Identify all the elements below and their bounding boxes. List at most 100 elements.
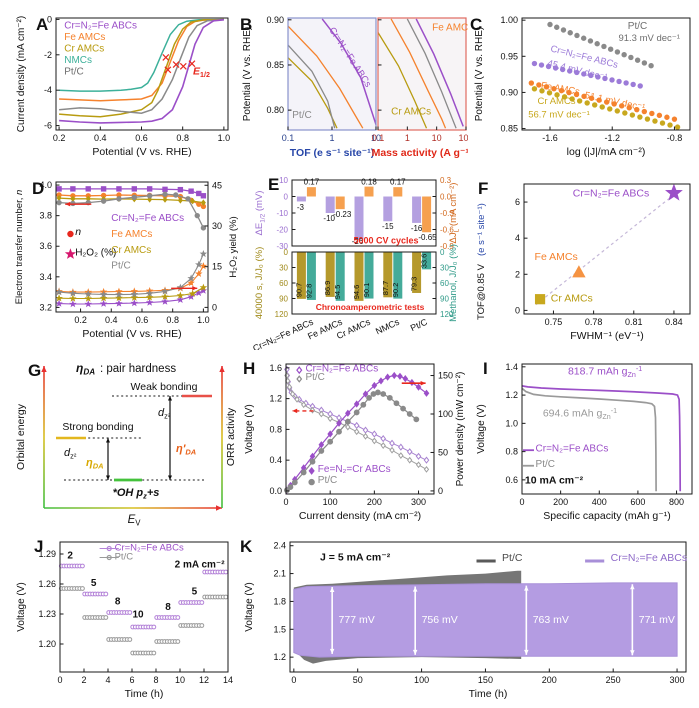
panel-letter-g: G xyxy=(28,361,41,380)
chart-text: 0 xyxy=(438,486,443,496)
chart-text: 3.4 xyxy=(39,272,52,282)
chart-text: 0.8 xyxy=(505,447,518,457)
chart-text: 120 xyxy=(440,310,454,319)
chart-text: 200 xyxy=(367,497,382,507)
panel-i-discharge-specific-capacity: 0 200 400 600 800 Specific capacity (mAh g⁻¹)… xyxy=(476,359,693,522)
chart-text: 0.90 xyxy=(266,15,284,25)
chart-text: Pt/C xyxy=(628,21,647,32)
chart-text: 818.7 mAh gZn-1 xyxy=(568,365,642,379)
chart-text: 0.3 xyxy=(440,176,452,185)
chart-text: 600 xyxy=(630,497,645,507)
chart-text: Potential (V vs. RHE) xyxy=(474,27,485,121)
chart-text: 2 xyxy=(81,675,86,685)
chart-text: n xyxy=(75,226,81,238)
chart-text: *OH pz+s xyxy=(113,487,160,501)
chart-text: 45 xyxy=(212,180,222,190)
panel-letter-j: J xyxy=(34,537,43,556)
chart-text: 0.2 xyxy=(53,133,66,143)
chart-text: 300 xyxy=(411,497,426,507)
chart-text: Time (h) xyxy=(469,688,508,700)
chart-text: Fe=N₂=Cr ABCs xyxy=(318,464,391,475)
chart-text: Power density (mW cm⁻²) xyxy=(455,372,466,487)
chart-text: Chronoamperometric tests xyxy=(316,302,425,312)
chart-text: Mass activity (A g⁻¹) xyxy=(372,147,468,159)
chart-text: ηDA xyxy=(76,361,95,377)
chart-text: 120 xyxy=(275,310,289,319)
chart-text: 0.0 xyxy=(269,486,282,496)
chart-text: 0.85 xyxy=(266,60,284,70)
chart-text: 3.2 xyxy=(39,302,52,312)
chart-text: 0.6 xyxy=(136,315,149,325)
chart-text: 10 xyxy=(175,675,185,685)
chart-text: 60 xyxy=(440,279,449,288)
chart-text: 8 xyxy=(153,675,158,685)
chart-text: 6 xyxy=(129,675,134,685)
chart-text: Current density (mA cm⁻²) xyxy=(299,510,421,522)
chart-text: log (|J|/mA cm⁻²) xyxy=(567,146,646,158)
chart-text: -30 xyxy=(276,242,288,251)
chart-text: 6 xyxy=(515,197,520,207)
chart-text: 0.6 xyxy=(135,133,148,143)
panel-letter-h: H xyxy=(243,359,255,378)
chart-text: 0.84 xyxy=(665,317,683,327)
chart-text: 300 xyxy=(670,675,685,685)
chart-text: -15 xyxy=(382,222,394,231)
chart-text: Pt/C xyxy=(64,66,83,77)
chart-text: -0.6 xyxy=(440,226,454,235)
chart-text: 12 xyxy=(199,675,209,685)
chart-text: 50 xyxy=(438,447,448,457)
chart-text: 0 xyxy=(515,305,520,315)
chart-text: 0.2 xyxy=(74,315,87,325)
chart-text: 0.18 xyxy=(361,178,377,187)
chart-text: 4 xyxy=(105,675,110,685)
chart-text: 0.85 xyxy=(500,124,518,134)
chart-text: 2 xyxy=(515,269,520,279)
panel-j-rate-performance-steps: 0 2 4 6 8 10 12 14 Time (h) 1.20 1.23 1.26 1.29 Cr=N₂… xyxy=(16,537,233,700)
panel-letter-a: A xyxy=(36,15,48,34)
panel-letter-d: D xyxy=(32,179,44,198)
chart-text: 90.7 xyxy=(294,283,303,298)
chart-text: Fe AMCs xyxy=(111,229,152,240)
chart-text: E1/2 xyxy=(193,65,210,79)
chart-text: 92.8 xyxy=(304,284,313,299)
chart-text: Weak bonding xyxy=(131,381,198,393)
chart-text: 0 xyxy=(291,675,296,685)
chart-text: 100 xyxy=(323,497,338,507)
chart-text: η′DA xyxy=(176,443,196,457)
chart-text: 1.8 xyxy=(273,596,286,606)
chart-text: TOF@0.85 V xyxy=(476,263,487,320)
chart-text: 0 xyxy=(284,193,289,202)
chart-text: 30 xyxy=(279,264,288,273)
chart-text: TOF (e s⁻¹ site⁻¹) xyxy=(290,147,374,159)
chart-text: 3.8 xyxy=(39,211,52,221)
chart-text: Orbital energy xyxy=(15,403,27,470)
chart-text: Time (h) xyxy=(125,688,164,700)
chart-text: 87.7 xyxy=(381,281,390,296)
chart-text: Pt/C xyxy=(502,552,523,564)
chart-text: 200 xyxy=(542,675,557,685)
chart-text: Pt/C xyxy=(115,552,134,563)
chart-text: 10 xyxy=(432,133,442,143)
panel-letter-c: C xyxy=(470,15,482,34)
panel-f-tof-vs-fwhm: 0.75 0.78 0.81 0.84 FWHM⁻¹ (eV⁻¹) 0 2 4 6 Cr=N₂=F… xyxy=(476,179,691,342)
chart-text: 0.80 xyxy=(266,105,284,115)
chart-text: Voltage (V) xyxy=(16,582,27,631)
panel-letter-f: F xyxy=(478,179,488,198)
panel-h-zinc-air-polarization-power: 0 100 200 300 Current density (mA cm⁻²) 0.0 0.… xyxy=(243,359,466,522)
panel-d-electron-transfer-number: 0.2 0.4 0.6 0.8 1.0 Potential (V vs. RHE) 3.2 3… xyxy=(14,179,239,340)
chart-text: 79.3 xyxy=(410,277,419,292)
chart-text: H₂O₂ yield (%) xyxy=(228,216,239,277)
chart-text: 0.90 xyxy=(500,87,518,97)
chart-text: 1 xyxy=(329,133,334,143)
chart-text: Current density (mA cm⁻²) xyxy=(16,16,27,132)
chart-text: Pt/C xyxy=(409,317,430,334)
chart-text: 1.23 xyxy=(38,609,56,619)
chart-text: dz² xyxy=(158,407,171,421)
chart-text: 4.0 xyxy=(39,180,52,190)
chart-text: Pt/C xyxy=(318,475,337,486)
chart-text: 90.1 xyxy=(362,283,371,298)
chart-text: 1.0 xyxy=(505,418,518,428)
panel-g-orbital-energy-diagram: ηDA : pair hardness Weak bonding Strong bo… xyxy=(15,361,237,528)
panel-c-tafel-plots: -1.6 -1.2 -0.8 log (|J|/mA cm⁻²) 0.85 0.90 0.9… xyxy=(470,15,691,158)
